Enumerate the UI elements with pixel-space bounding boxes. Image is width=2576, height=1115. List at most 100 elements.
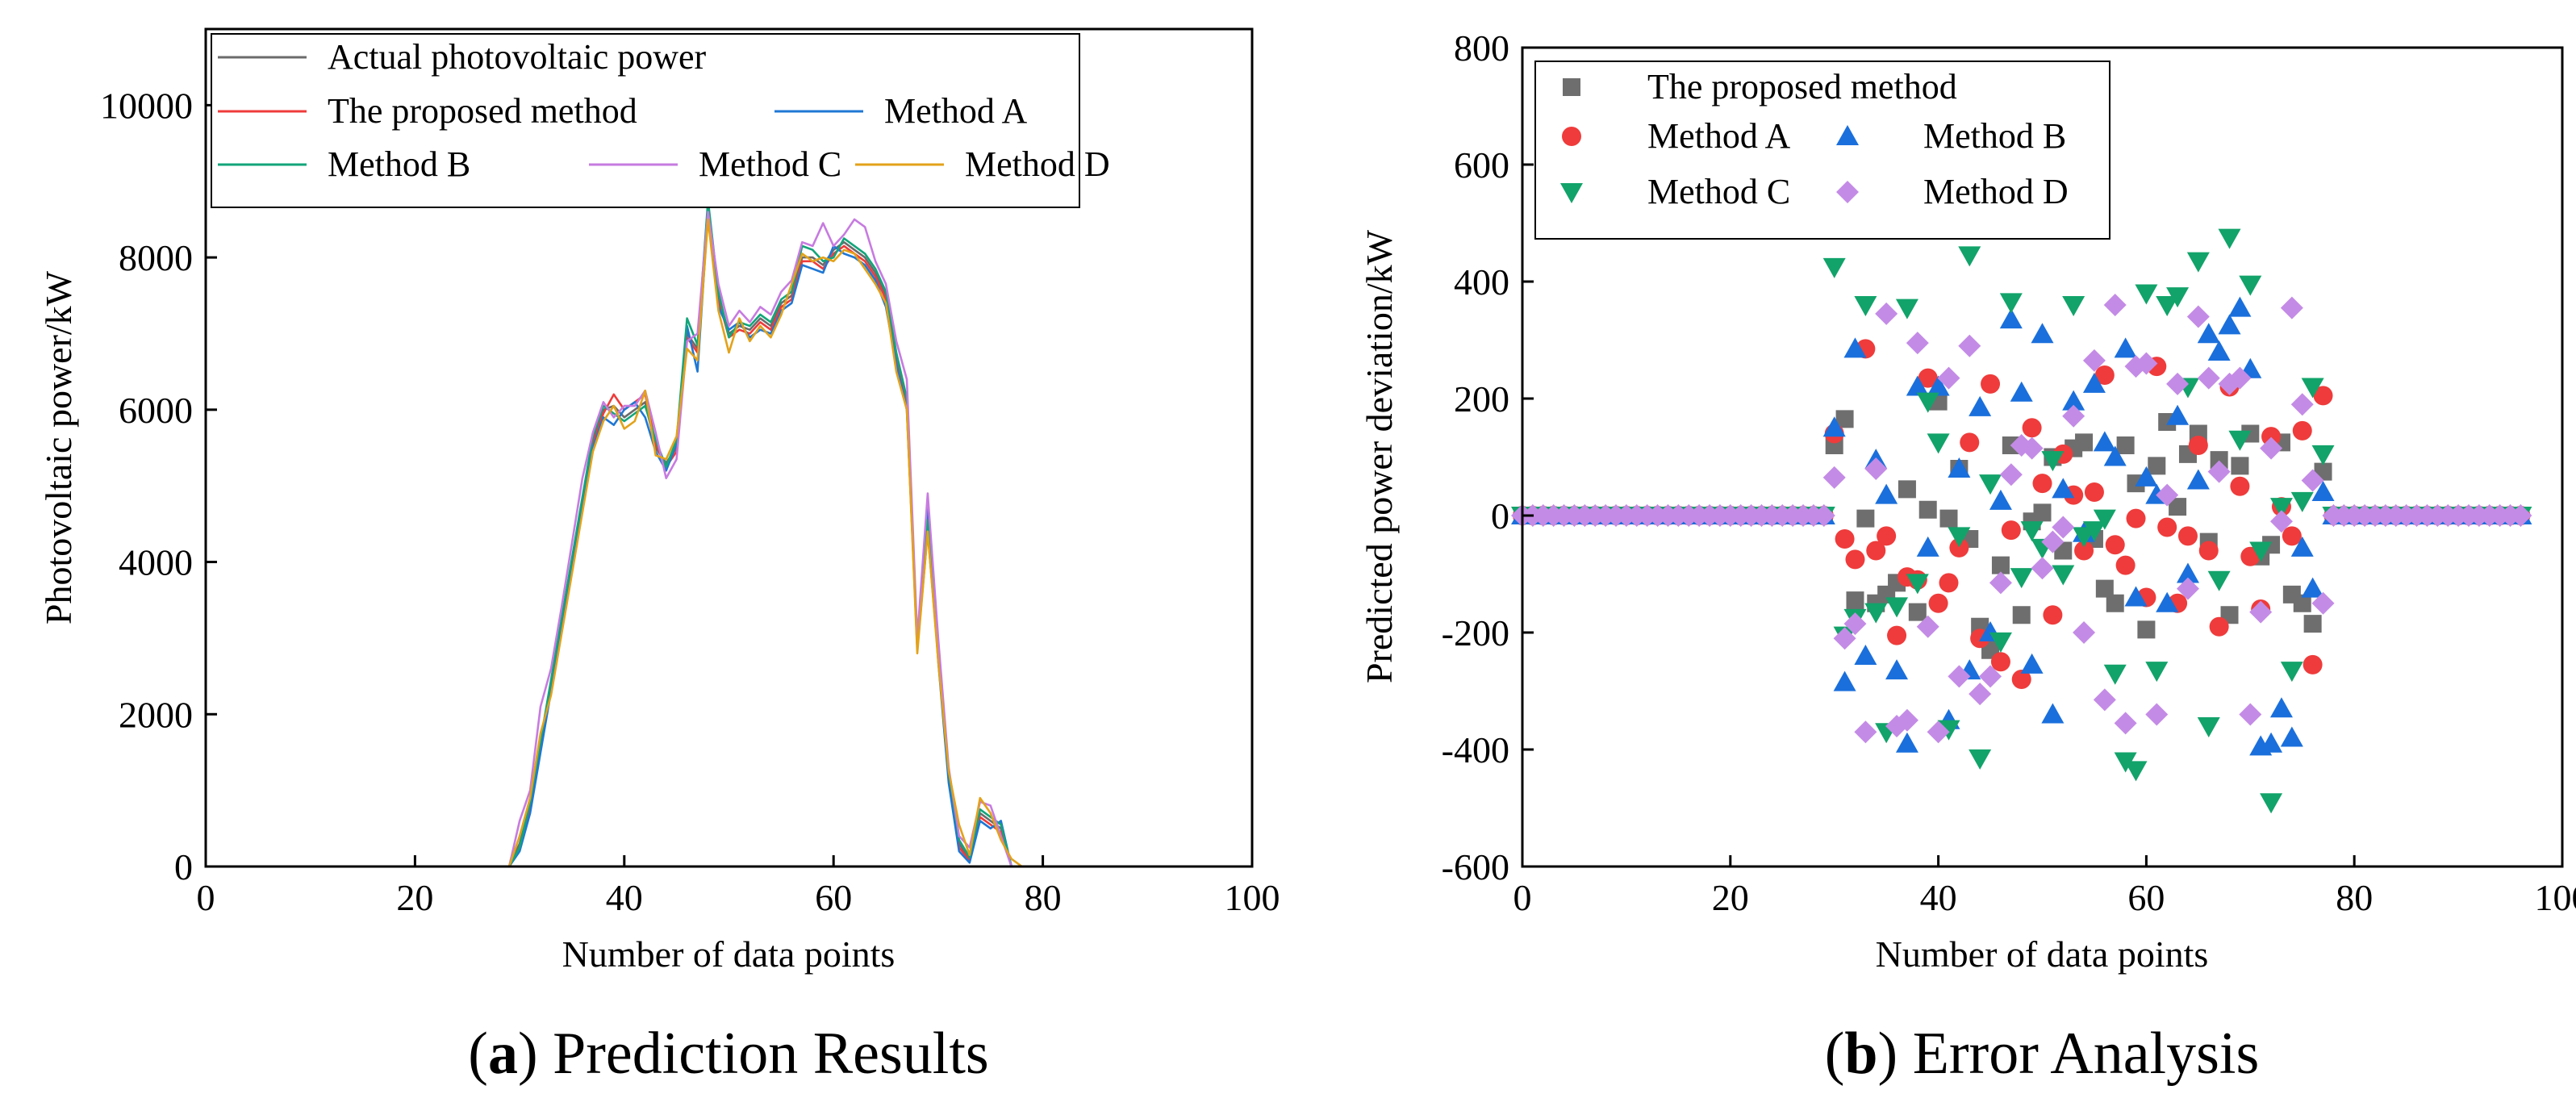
data-point-the-proposed-method xyxy=(1835,410,1854,428)
series-method-d xyxy=(1511,294,2532,744)
panel-b-x-tick-label: 60 xyxy=(2127,877,2165,918)
panel-a-x-tick-label: 20 xyxy=(396,877,433,918)
data-point-the-proposed-method xyxy=(1856,509,1875,528)
data-point-method-c xyxy=(2062,296,2085,316)
panel-b-y-ticks: -600 -400 -200 0 200 400 600 800 xyxy=(1442,27,1534,887)
legend-label-method-d: Method D xyxy=(965,144,1110,184)
data-point-method-c xyxy=(2010,568,2033,589)
panel-b-legend: The proposed method Method A Method B Metho… xyxy=(1534,61,2110,240)
data-point-method-c xyxy=(1989,632,2012,653)
panel-a-x-tick-label: 100 xyxy=(1225,877,1280,918)
legend-marker-method-a xyxy=(1562,127,1581,146)
data-point-method-d xyxy=(1948,665,1971,688)
data-point-method-b xyxy=(1895,732,1918,753)
data-point-method-a xyxy=(2074,541,2094,561)
data-point-method-c xyxy=(2207,570,2231,591)
data-point-method-d xyxy=(2041,530,2065,553)
panel-b-y-tick-label: -400 xyxy=(1442,729,1509,770)
data-point-method-b xyxy=(2041,703,2065,724)
data-point-method-a xyxy=(2032,474,2052,494)
data-point-method-d xyxy=(2207,460,2231,483)
data-point-method-d xyxy=(2176,577,2199,600)
data-point-method-a xyxy=(1939,573,1959,593)
data-point-method-c xyxy=(1864,603,1888,624)
data-point-method-a xyxy=(2177,526,2198,546)
data-point-method-d xyxy=(2269,510,2293,533)
data-point-method-c xyxy=(2301,378,2324,399)
data-point-method-d xyxy=(2082,349,2106,372)
data-point-method-c xyxy=(2124,761,2148,782)
panel-b: 0 20 40 60 80 100 -600 -400 -200 0 200 400 600 800 N… xyxy=(1359,27,2576,1087)
panel-a-y-tick-label: 2000 xyxy=(119,694,193,735)
data-point-method-b xyxy=(2218,314,2241,335)
data-point-method-c xyxy=(1854,296,1877,316)
data-point-method-c xyxy=(2082,521,2106,542)
data-point-method-b xyxy=(1822,416,1846,437)
data-point-method-b xyxy=(1906,375,1929,396)
data-point-method-d xyxy=(2073,621,2096,644)
data-point-method-b xyxy=(2228,296,2252,317)
data-point-method-a xyxy=(2282,526,2302,546)
data-point-method-b xyxy=(2020,653,2044,674)
data-point-the-proposed-method xyxy=(2137,620,2156,639)
data-point-method-b xyxy=(2062,390,2085,411)
panel-b-y-tick-label: 200 xyxy=(1454,378,1509,420)
data-point-method-d xyxy=(1875,302,1898,325)
data-point-method-a xyxy=(1918,368,1938,388)
data-point-method-b xyxy=(2124,586,2148,607)
panel-b-legend-box xyxy=(1534,61,2110,240)
data-point-method-b xyxy=(1875,483,1898,504)
panel-a-y-axis-title: Photovoltaic power/kW xyxy=(38,270,79,624)
data-point-method-d xyxy=(1812,504,1835,527)
data-point-the-proposed-method xyxy=(2106,594,2124,612)
data-point-method-d xyxy=(2509,504,2532,527)
data-point-method-a xyxy=(2157,517,2177,537)
data-point-method-d xyxy=(1937,366,1960,390)
data-point-method-c xyxy=(2269,498,2293,519)
data-point-method-a xyxy=(2043,605,2063,625)
legend-label-method-b: Method B xyxy=(1923,116,2066,156)
legend-marker-method-b xyxy=(1836,125,1859,145)
data-point-the-proposed-method xyxy=(2012,606,2031,624)
data-point-method-a xyxy=(1981,374,2001,394)
data-point-the-proposed-method xyxy=(2169,498,2187,516)
panel-b-x-tick-label: 0 xyxy=(1513,877,1532,918)
data-point-method-a xyxy=(1845,549,1865,570)
data-point-method-d xyxy=(2156,483,2179,507)
series-line-method-b xyxy=(206,199,1211,868)
data-point-method-d xyxy=(1895,708,1918,732)
data-point-method-c xyxy=(1958,246,1981,267)
data-point-method-a xyxy=(2126,508,2146,528)
panel-b-y-tick-label: 0 xyxy=(1491,495,1509,537)
data-point-method-c xyxy=(2156,296,2179,316)
data-point-method-a xyxy=(2001,520,2021,541)
panel-a-plot-area xyxy=(206,199,1211,868)
data-point-method-a xyxy=(1887,625,1907,645)
data-point-method-b xyxy=(2260,732,2283,753)
data-point-the-proposed-method xyxy=(2116,436,2135,454)
data-point-method-b xyxy=(1916,536,1939,557)
data-point-method-b xyxy=(2114,337,2137,358)
data-point-method-b xyxy=(1927,375,1950,396)
data-point-the-proposed-method xyxy=(1846,591,1864,610)
data-point-method-c xyxy=(1822,257,1846,278)
data-point-method-a xyxy=(2084,482,2104,502)
panel-a-x-ticks: 0 20 40 60 80 100 xyxy=(197,855,1280,918)
data-point-method-b xyxy=(1885,659,1909,680)
data-point-method-d xyxy=(1927,720,1950,744)
data-point-the-proposed-method xyxy=(2033,503,2052,522)
series-line-method-d xyxy=(206,218,1211,868)
panel-a-x-tick-label: 80 xyxy=(1025,877,1062,918)
data-point-method-d xyxy=(2280,296,2303,319)
data-point-method-c xyxy=(2290,491,2314,512)
panel-b-x-tick-label: 100 xyxy=(2535,877,2576,918)
data-point-method-b xyxy=(2207,340,2231,361)
data-point-method-c xyxy=(2197,717,2220,737)
data-point-method-b xyxy=(2103,445,2127,466)
panel-a-y-tick-label: 6000 xyxy=(119,390,193,431)
panel-b-x-tick-label: 40 xyxy=(1920,877,1957,918)
data-point-method-c xyxy=(2135,284,2158,305)
data-point-method-d xyxy=(2301,469,2324,492)
data-point-method-d xyxy=(2249,600,2273,624)
data-point-method-b xyxy=(2290,536,2314,557)
